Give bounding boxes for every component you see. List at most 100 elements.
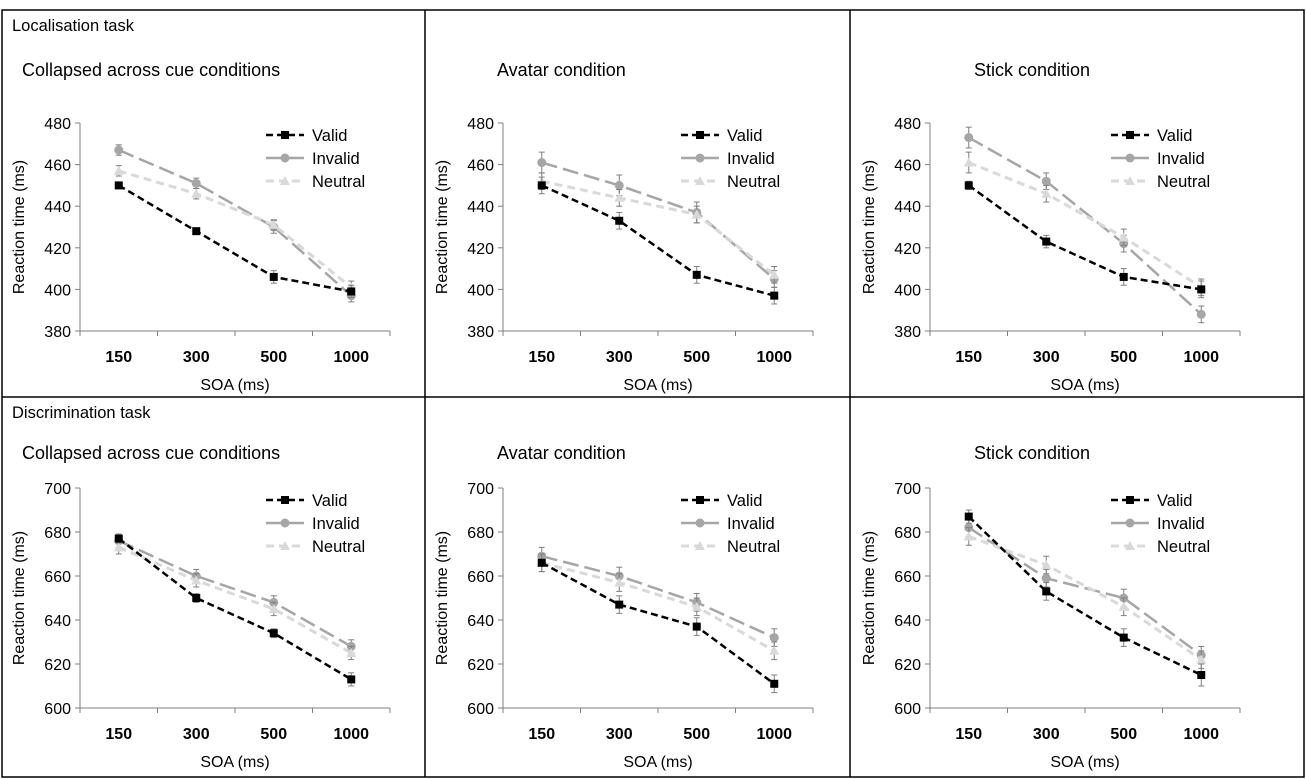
data-point-triangle	[280, 176, 290, 185]
y-tick-label: 680	[894, 525, 921, 542]
data-point-circle	[280, 518, 290, 528]
series-line	[118, 169, 353, 289]
x-tick-label: 150	[528, 726, 555, 743]
series-line	[118, 184, 352, 293]
y-tick-label: 400	[894, 282, 921, 299]
series-line	[968, 184, 1202, 291]
series-line	[541, 561, 775, 685]
data-point-circle	[964, 133, 974, 143]
y-tick-label: 600	[44, 701, 71, 718]
chart-title: Collapsed across cue conditions	[22, 60, 280, 80]
y-tick-label: 400	[44, 282, 71, 299]
y-tick-label: 700	[44, 481, 71, 498]
y-tick-label: 640	[44, 613, 71, 630]
y-tick-label: 680	[467, 525, 494, 542]
x-tick-label: 150	[105, 349, 132, 366]
x-axis-label: SOA (ms)	[623, 754, 692, 771]
series-line	[118, 148, 353, 297]
y-tick-label: 660	[894, 569, 921, 586]
y-axis-label: Reaction time (ms)	[861, 160, 878, 294]
legend: Valid Invalid Neutral	[266, 127, 365, 191]
series-invalid	[114, 144, 356, 303]
data-point-triangle	[1125, 176, 1135, 185]
series-neutral	[963, 527, 1207, 669]
data-point-square	[1126, 496, 1134, 504]
y-axis-label: Reaction time (ms)	[11, 531, 28, 665]
y-tick-label: 640	[467, 613, 494, 630]
data-point-triangle	[191, 188, 202, 198]
data-point-circle	[695, 518, 705, 528]
legend-label: Invalid	[312, 515, 360, 533]
chart-title: Stick condition	[974, 60, 1090, 80]
legend: Valid Invalid Neutral	[266, 492, 365, 556]
series-line	[541, 184, 775, 297]
chart-panel: Stick condition 380 400 420 440 460 480 150 300 5…	[861, 60, 1241, 394]
data-point-triangle	[1118, 232, 1129, 242]
y-tick-label: 620	[894, 657, 921, 674]
y-axis-label: Reaction time (ms)	[434, 160, 451, 294]
chart-panel: Collapsed across cue conditions 600 620 640…	[11, 443, 391, 771]
x-tick-label: 500	[1110, 349, 1137, 366]
legend-label: Valid	[312, 492, 347, 510]
legend-label: Neutral	[727, 173, 780, 191]
chart-title: Avatar condition	[497, 60, 626, 80]
data-point-circle	[1125, 518, 1135, 528]
legend: Valid Invalid Neutral	[1111, 492, 1210, 556]
chart-title: Collapsed across cue conditions	[22, 443, 280, 463]
data-point-triangle	[1041, 188, 1052, 198]
series-valid	[537, 176, 779, 305]
data-point-square	[114, 534, 123, 543]
data-point-triangle	[280, 541, 290, 550]
data-point-triangle	[346, 648, 357, 657]
data-point-triangle	[191, 575, 202, 585]
legend-label: Valid	[727, 492, 762, 510]
data-point-triangle	[113, 542, 124, 552]
chart-panel: Avatar condition 600 620 640 660 680 700 150 300…	[434, 443, 814, 771]
data-point-square	[615, 600, 624, 609]
y-tick-label: 660	[467, 569, 494, 586]
data-point-square	[281, 131, 289, 139]
y-tick-label: 400	[467, 282, 494, 299]
data-point-square	[537, 181, 546, 190]
x-tick-label: 1000	[333, 726, 369, 743]
data-point-square	[114, 181, 123, 190]
y-tick-label: 600	[894, 701, 921, 718]
data-point-square	[964, 512, 973, 521]
data-point-circle	[614, 180, 624, 190]
y-tick-label: 380	[44, 324, 71, 341]
series-line	[968, 534, 1203, 661]
data-point-square	[1119, 272, 1128, 281]
data-point-circle	[1196, 309, 1206, 319]
data-point-circle	[280, 153, 290, 163]
data-point-triangle	[769, 645, 780, 655]
chart-title: Avatar condition	[497, 443, 626, 463]
series-valid	[114, 533, 356, 687]
data-point-triangle	[695, 541, 705, 550]
series-line	[968, 161, 1203, 289]
y-axis-label: Reaction time (ms)	[11, 160, 28, 294]
x-tick-label: 500	[260, 349, 287, 366]
data-point-triangle	[1118, 601, 1129, 611]
series-valid	[537, 553, 779, 694]
legend: Valid Invalid Neutral	[1111, 127, 1210, 191]
y-tick-label: 440	[44, 199, 71, 216]
x-tick-label: 1000	[756, 349, 792, 366]
y-tick-label: 420	[467, 241, 494, 258]
data-point-square	[347, 287, 356, 296]
y-tick-label: 620	[467, 657, 494, 674]
data-point-square	[1197, 285, 1206, 294]
data-point-square	[192, 227, 201, 236]
x-axis-label: SOA (ms)	[1050, 377, 1119, 394]
section-label: Localisation task	[12, 17, 135, 35]
data-point-circle	[1041, 573, 1051, 583]
data-point-triangle	[963, 157, 974, 167]
x-tick-label: 300	[606, 349, 633, 366]
y-tick-label: 480	[467, 116, 494, 133]
y-tick-label: 420	[894, 241, 921, 258]
y-tick-label: 700	[467, 481, 494, 498]
data-point-triangle	[1041, 560, 1052, 569]
y-tick-label: 680	[44, 525, 71, 542]
series-neutral	[536, 553, 780, 661]
